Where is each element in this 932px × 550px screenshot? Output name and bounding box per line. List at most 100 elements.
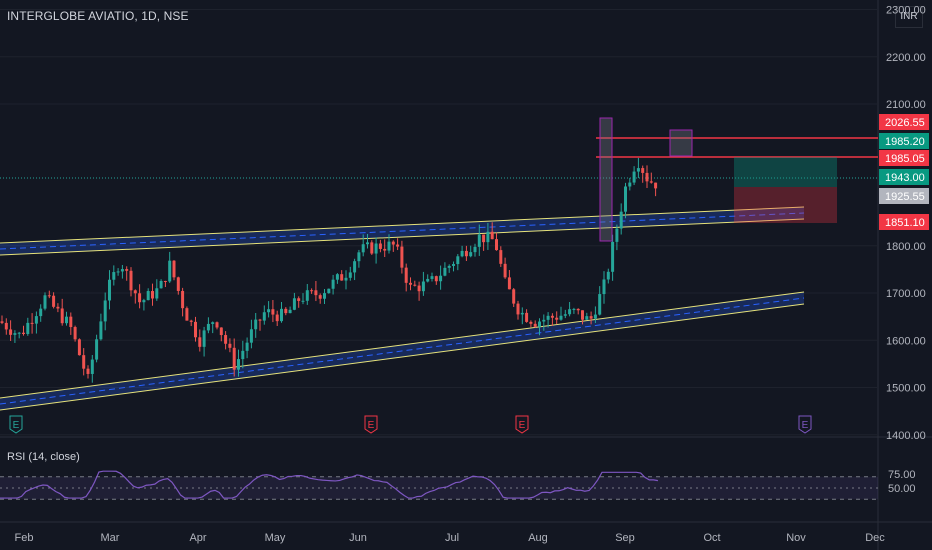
earnings-icon xyxy=(798,415,812,434)
candle-body xyxy=(22,332,25,334)
candle-body xyxy=(447,265,451,268)
candle-body xyxy=(404,267,408,283)
candle-body xyxy=(95,339,99,360)
candle-body xyxy=(17,332,21,334)
candle-body xyxy=(550,315,554,318)
candle-body xyxy=(194,321,197,338)
candle-body xyxy=(215,322,219,328)
time-tick-label: Jun xyxy=(349,532,367,544)
price-tag xyxy=(879,169,929,185)
earnings-icon xyxy=(9,415,23,434)
candle-body xyxy=(589,316,593,319)
candle-body xyxy=(486,231,490,243)
candle-body xyxy=(563,314,567,316)
candle-body xyxy=(344,277,348,281)
earnings-label: E xyxy=(368,420,375,431)
candle-body xyxy=(254,319,258,330)
rsi-indicator-label[interactable]: RSI (14, close) xyxy=(7,451,80,463)
candle-body xyxy=(82,355,86,369)
price-tag-label: 1925.55 xyxy=(885,191,925,203)
candle-body xyxy=(516,303,520,315)
candle-body xyxy=(353,261,357,273)
candle-body xyxy=(361,244,365,253)
candle-body xyxy=(624,186,627,212)
time-tick-label: Dec xyxy=(865,532,885,544)
candle-body xyxy=(9,329,13,335)
candle-body xyxy=(400,246,404,268)
candlestick-series xyxy=(0,157,658,383)
channel-midline xyxy=(0,212,805,250)
candle-body xyxy=(529,321,533,324)
channel-upper-line xyxy=(0,291,805,399)
trend-channels xyxy=(0,177,878,411)
candle-body xyxy=(163,280,167,282)
candle-body xyxy=(99,321,103,340)
time-tick-label: Jul xyxy=(445,532,459,544)
candle-body xyxy=(374,243,378,254)
rsi-pane: 75.00 50.00 xyxy=(0,469,916,500)
chart-title: INTERGLOBE AVIATIO, 1D, NSE xyxy=(7,9,189,23)
candle-body xyxy=(520,312,524,315)
candle-body xyxy=(245,342,249,351)
candle-body xyxy=(271,309,275,315)
candle-body xyxy=(301,300,305,302)
candle-body xyxy=(39,308,43,317)
candle-body xyxy=(155,288,159,299)
candle-body xyxy=(464,250,468,257)
candle-body xyxy=(370,242,374,254)
candle-body xyxy=(383,248,387,251)
candle-body xyxy=(112,272,116,280)
candle-body xyxy=(606,271,610,280)
candle-body xyxy=(452,264,455,266)
candle-body xyxy=(30,322,34,324)
candle-body xyxy=(26,322,30,334)
candle-body xyxy=(73,327,77,340)
price-tag-label: 1943.00 xyxy=(885,172,925,184)
time-tick-label: Sep xyxy=(615,532,635,544)
candle-body xyxy=(232,347,236,370)
candle-body xyxy=(108,279,111,301)
candle-body xyxy=(56,306,60,309)
time-tick-label: Aug xyxy=(528,532,548,544)
candle-body xyxy=(546,315,550,320)
candle-body xyxy=(60,308,64,324)
candle-body xyxy=(387,241,391,251)
earnings-label: E xyxy=(802,420,809,431)
candle-body xyxy=(585,316,589,320)
candle-body xyxy=(525,312,529,322)
time-axis: Feb Mar Apr May Jun Jul Aug Sep Oct Nov Dec xyxy=(15,532,886,544)
candle-body xyxy=(473,246,477,253)
candle-body xyxy=(241,350,245,360)
price-tag xyxy=(879,114,929,130)
candle-body xyxy=(357,252,361,262)
candle-body xyxy=(47,295,51,297)
rsi-line xyxy=(0,470,659,499)
candle-body xyxy=(90,359,94,374)
candle-body xyxy=(482,234,486,243)
candle-body xyxy=(305,290,309,301)
price-tick-label: 2100.00 xyxy=(886,99,926,111)
candle-body xyxy=(284,308,288,314)
candle-body xyxy=(396,244,400,247)
currency-button[interactable]: INR xyxy=(895,6,923,28)
price-tick-label: 1800.00 xyxy=(886,241,926,253)
candle-body xyxy=(258,319,262,321)
candle-body xyxy=(499,250,503,264)
candle-body xyxy=(129,270,133,291)
candle-body xyxy=(576,308,580,311)
candle-body xyxy=(632,171,636,183)
candle-body xyxy=(224,335,228,344)
candle-body xyxy=(211,322,215,324)
channel-lower-line xyxy=(0,218,805,256)
candle-body xyxy=(409,282,412,285)
price-tag xyxy=(879,150,929,166)
candle-body xyxy=(262,312,266,321)
price-tick-label: 1700.00 xyxy=(886,288,926,300)
candle-body xyxy=(65,316,68,324)
candle-body xyxy=(77,339,81,356)
channel-midline xyxy=(0,297,805,405)
price-tick-label: 2200.00 xyxy=(886,52,926,64)
candle-body xyxy=(348,272,352,278)
